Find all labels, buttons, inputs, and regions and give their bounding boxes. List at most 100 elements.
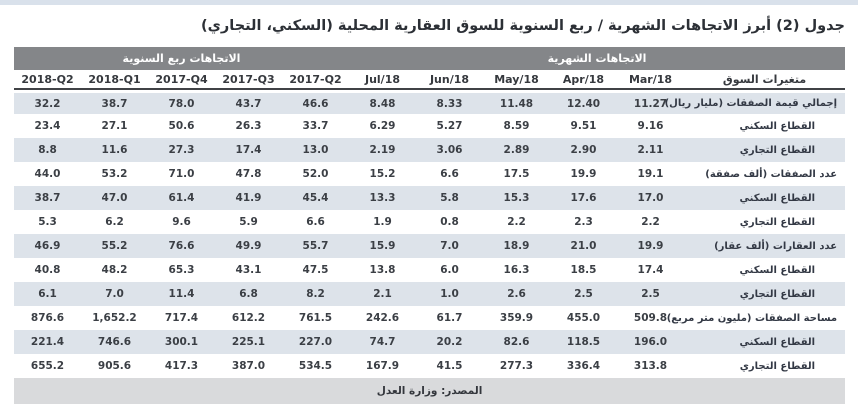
column-header: 2017-Q2 bbox=[282, 70, 349, 90]
table-row: 23.4 27.1 50.6 26.3 33.7 6.29 5.27 8.59 9.51 9.16… bbox=[14, 114, 846, 138]
value-cell: 242.6 bbox=[349, 306, 416, 330]
value-cell: 44.0 bbox=[14, 162, 81, 186]
value-cell: 5.9 bbox=[215, 210, 282, 234]
table-row: 876.6 1,652.2 717.4 612.2 761.5 242.6 61.7 359.… bbox=[14, 306, 846, 330]
value-cell: 18.5 bbox=[550, 258, 617, 282]
value-cell: 6.29 bbox=[349, 114, 416, 138]
value-cell: 47.0 bbox=[81, 186, 148, 210]
value-cell: 8.48 bbox=[349, 90, 416, 114]
column-header-row: 2018-Q2 2018-Q1 2017-Q4 2017-Q3 2017-Q2 Jul/1… bbox=[14, 70, 846, 90]
value-cell: 6.0 bbox=[416, 258, 483, 282]
column-header: Jul/18 bbox=[349, 70, 416, 90]
column-header: May/18 bbox=[483, 70, 550, 90]
value-cell: 225.1 bbox=[215, 330, 282, 354]
value-cell: 717.4 bbox=[148, 306, 215, 330]
trends-table: الاتجاهات ربع السنوية الاتجاهات الشهرية … bbox=[14, 47, 846, 404]
value-cell: 746.6 bbox=[81, 330, 148, 354]
table-row: 655.2 905.6 417.3 387.0 534.5 167.9 41.5 277.3 3… bbox=[14, 354, 846, 378]
value-cell: 2.19 bbox=[349, 138, 416, 162]
value-cell: 19.1 bbox=[617, 162, 684, 186]
value-cell: 277.3 bbox=[483, 354, 550, 378]
value-cell: 55.2 bbox=[81, 234, 148, 258]
table-row: 5.3 6.2 9.6 5.9 6.6 1.9 0.8 2.2 2.3 2.2 القطاع الت… bbox=[14, 210, 846, 234]
value-cell: 6.1 bbox=[14, 282, 81, 306]
value-cell: 336.4 bbox=[550, 354, 617, 378]
value-cell: 38.7 bbox=[81, 90, 148, 114]
value-cell: 8.59 bbox=[483, 114, 550, 138]
value-cell: 71.0 bbox=[148, 162, 215, 186]
table-row: 44.0 53.2 71.0 47.8 52.0 15.2 6.6 17.5 19.9 19.1 ع… bbox=[14, 162, 846, 186]
value-cell: 2.6 bbox=[483, 282, 550, 306]
value-cell: 15.3 bbox=[483, 186, 550, 210]
value-cell: 313.8 bbox=[617, 354, 684, 378]
row-label-sub: القطاع السكني bbox=[684, 114, 846, 138]
value-cell: 55.7 bbox=[282, 234, 349, 258]
value-cell: 612.2 bbox=[215, 306, 282, 330]
row-label: إجمالي قيمة الصفقات (مليار ريال) bbox=[665, 90, 846, 114]
value-cell: 46.9 bbox=[14, 234, 81, 258]
value-cell: 19.9 bbox=[550, 162, 617, 186]
value-cell: 17.0 bbox=[617, 186, 684, 210]
value-cell: 12.40 bbox=[550, 90, 617, 114]
value-cell: 300.1 bbox=[148, 330, 215, 354]
source-row: المصدر: وزارة العدل bbox=[14, 378, 846, 404]
row-label-sub: القطاع السكني bbox=[684, 330, 846, 354]
value-cell: 6.6 bbox=[282, 210, 349, 234]
value-cell: 16.3 bbox=[483, 258, 550, 282]
table-row: 6.1 7.0 11.4 6.8 8.2 2.1 1.0 2.6 2.5 2.5 القطاع ال… bbox=[14, 282, 846, 306]
value-cell: 167.9 bbox=[349, 354, 416, 378]
value-cell: 9.6 bbox=[148, 210, 215, 234]
value-cell: 9.16 bbox=[617, 114, 684, 138]
value-cell: 417.3 bbox=[148, 354, 215, 378]
value-cell: 43.1 bbox=[215, 258, 282, 282]
value-cell: 761.5 bbox=[282, 306, 349, 330]
value-cell: 23.4 bbox=[14, 114, 81, 138]
value-cell: 8.33 bbox=[416, 90, 483, 114]
value-cell: 61.7 bbox=[416, 306, 483, 330]
value-cell: 47.5 bbox=[282, 258, 349, 282]
value-cell: 82.6 bbox=[483, 330, 550, 354]
value-cell: 15.2 bbox=[349, 162, 416, 186]
value-cell: 6.8 bbox=[215, 282, 282, 306]
row-label-sub: القطاع التجاري bbox=[684, 282, 846, 306]
column-header: 2018-Q1 bbox=[81, 70, 148, 90]
value-cell: 6.2 bbox=[81, 210, 148, 234]
value-cell: 17.4 bbox=[617, 258, 684, 282]
value-cell: 65.3 bbox=[148, 258, 215, 282]
value-cell: 41.9 bbox=[215, 186, 282, 210]
quarterly-group-header: الاتجاهات ربع السنوية bbox=[14, 47, 349, 70]
value-cell: 38.7 bbox=[14, 186, 81, 210]
value-cell: 11.48 bbox=[483, 90, 550, 114]
value-cell: 27.1 bbox=[81, 114, 148, 138]
value-cell: 196.0 bbox=[617, 330, 684, 354]
value-cell: 11.6 bbox=[81, 138, 148, 162]
column-header: Apr/18 bbox=[550, 70, 617, 90]
value-cell: 46.6 bbox=[282, 90, 349, 114]
value-cell: 0.8 bbox=[416, 210, 483, 234]
value-cell: 33.7 bbox=[282, 114, 349, 138]
column-header: 2018-Q2 bbox=[14, 70, 81, 90]
value-cell: 534.5 bbox=[282, 354, 349, 378]
value-cell: 2.2 bbox=[483, 210, 550, 234]
value-cell: 509.8 bbox=[617, 306, 684, 330]
value-cell: 27.3 bbox=[148, 138, 215, 162]
row-label: عدد الصفقات (ألف صفقة) bbox=[684, 162, 846, 186]
table-row: 221.4 746.6 300.1 225.1 227.0 74.7 20.2 82.6 118… bbox=[14, 330, 846, 354]
value-cell: 15.9 bbox=[349, 234, 416, 258]
value-cell: 76.6 bbox=[148, 234, 215, 258]
value-cell: 13.3 bbox=[349, 186, 416, 210]
value-cell: 1.0 bbox=[416, 282, 483, 306]
value-cell: 32.2 bbox=[14, 90, 81, 114]
value-cell: 9.51 bbox=[550, 114, 617, 138]
value-cell: 2.90 bbox=[550, 138, 617, 162]
value-cell: 7.0 bbox=[81, 282, 148, 306]
value-cell: 18.9 bbox=[483, 234, 550, 258]
value-cell: 7.0 bbox=[416, 234, 483, 258]
row-label: مساحة الصفقات (مليون متر مربع) bbox=[667, 306, 846, 330]
value-cell: 2.5 bbox=[550, 282, 617, 306]
value-cell: 21.0 bbox=[550, 234, 617, 258]
monthly-group-header: الاتجاهات الشهرية bbox=[349, 47, 846, 70]
value-cell: 2.2 bbox=[617, 210, 684, 234]
value-cell: 5.8 bbox=[416, 186, 483, 210]
value-cell: 78.0 bbox=[148, 90, 215, 114]
